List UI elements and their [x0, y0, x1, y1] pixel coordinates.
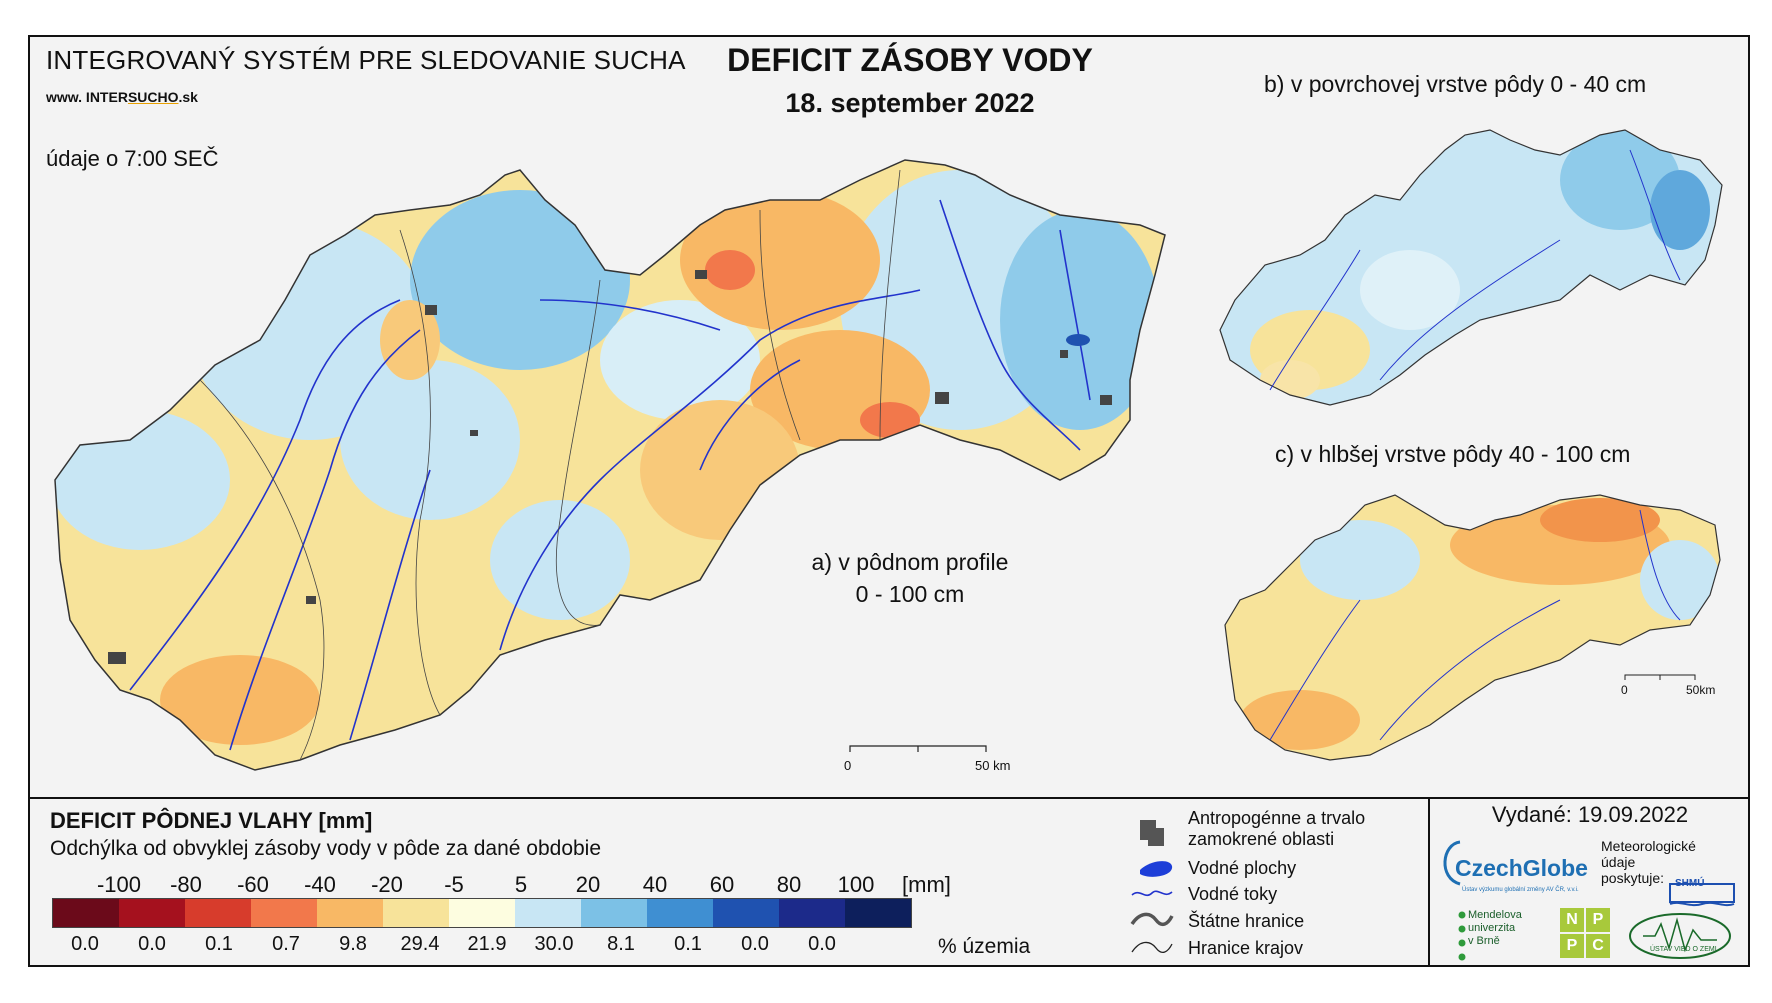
legend-tick-label: -40	[304, 872, 336, 897]
scale-c-end: 50km	[1686, 683, 1716, 697]
legend-divider	[28, 797, 1748, 799]
time-note: údaje o 7:00 SEČ	[46, 146, 219, 171]
symbol-label-rivers: Vodné toky	[1188, 884, 1278, 904]
map-a-urban-areas	[108, 270, 1112, 664]
map-a-water-body	[1066, 334, 1090, 346]
mendel-logo-icon	[1458, 911, 1466, 961]
legend-percent-value: 0.0	[808, 933, 836, 955]
legend-symbols	[1130, 820, 1174, 954]
color-ramp-swatch	[53, 899, 119, 927]
color-ramp-swatch	[317, 899, 383, 927]
legend-percent-value: 21.9	[467, 933, 507, 955]
uvz-logo-icon	[1629, 913, 1731, 959]
scale-a-end: 50 km	[975, 758, 1011, 773]
shmu-logo-icon	[1669, 883, 1735, 907]
color-ramp-swatch	[185, 899, 251, 927]
legend-subtitle: Odchýlka od obvyklej zásoby vody v pôde …	[50, 837, 602, 860]
meteo-provider-note: Meteorologické údaje poskytuje:	[1601, 838, 1696, 886]
color-ramp-swatch	[449, 899, 515, 927]
system-title: INTEGROVANÝ SYSTÉM PRE SLEDOVANIE SUCHA	[46, 45, 686, 75]
percent-unit: % územia	[938, 935, 1031, 958]
nppc-logo: N P P C	[1560, 908, 1610, 958]
map-date: 18. september 2022	[785, 88, 1035, 118]
symbol-label-water-bodies: Vodné plochy	[1188, 858, 1297, 878]
color-ramp-swatch	[383, 899, 449, 927]
legend-tick-label: 5	[514, 872, 528, 897]
mendel-logo: Mendelova univerzita v Brně	[1468, 909, 1522, 947]
legend-tick-label: -80	[170, 872, 202, 897]
color-ramp-swatch	[581, 899, 647, 927]
legend-percent-value: 9.8	[339, 933, 367, 955]
uvz-logo: ÚSTAV VIED O ZEMI	[1650, 946, 1717, 953]
scale-a-zero: 0	[844, 758, 852, 773]
color-ramp-swatch	[119, 899, 185, 927]
legend-percent-value: 0.0	[138, 933, 166, 955]
legend-tick-label: -5	[444, 872, 464, 897]
legend-tick-label: 80	[776, 872, 802, 897]
symbol-label-region-border: Hranice krajov	[1188, 938, 1304, 958]
color-ramp-swatch	[251, 899, 317, 927]
czechglobe-logo-icon	[1443, 840, 1461, 886]
map-a-region-borders	[199, 169, 901, 761]
legend-tick-label: -100	[96, 872, 142, 897]
map-a-scale-bar	[849, 745, 987, 752]
legend-title: DEFICIT PÔDNEJ VLAHY [mm]	[50, 808, 373, 833]
page-title: DEFICIT ZÁSOBY VODY	[727, 42, 1093, 78]
website-url[interactable]: www. INTERSUCHO.sk	[46, 89, 198, 105]
color-ramp-swatch	[713, 899, 779, 927]
symbol-label-state-border: Štátne hranice	[1188, 911, 1305, 931]
czechglobe-subtitle: Ústav výzkumu globální změny AV ČR, v.v.…	[1462, 887, 1579, 893]
map-c-label: c) v hlbšej vrstve pôdy 40 - 100 cm	[1275, 441, 1631, 467]
legend-percent-value: 0.0	[71, 933, 99, 955]
map-a-label: a) v pôdnom profile 0 - 100 cm	[811, 549, 1009, 607]
legend-tick-label: 100	[837, 872, 875, 897]
legend-percent-value: 0.7	[272, 933, 300, 955]
legend-unit: [mm]	[902, 872, 951, 897]
legend-tick-label: -20	[371, 872, 403, 897]
legend-tick-label: -60	[237, 872, 269, 897]
color-ramp-swatch	[845, 899, 911, 927]
czechglobe-logo: CzechGlobe	[1455, 855, 1588, 881]
legend-percent-value: 0.0	[741, 933, 769, 955]
scale-c-zero: 0	[1621, 683, 1628, 697]
map-a-rivers	[129, 199, 1091, 751]
color-ramp-swatch	[779, 899, 845, 927]
legend-tick-label: 20	[575, 872, 601, 897]
legend-tick-label: 60	[709, 872, 735, 897]
issued-date: Vydané: 19.09.2022	[1491, 802, 1689, 827]
footer-divider	[1428, 797, 1430, 965]
map-c-scale-bar	[1624, 674, 1696, 680]
legend-percent-value: 0.1	[205, 933, 233, 955]
legend-percent-value: 29.4	[400, 933, 440, 955]
color-ramp	[52, 898, 912, 928]
legend-percent-value: 0.1	[674, 933, 702, 955]
color-ramp-swatch	[515, 899, 581, 927]
legend-percent-value: 8.1	[607, 933, 635, 955]
symbol-label-anthro: Antropogénne a trvalo zamokrené oblasti	[1188, 808, 1366, 849]
legend-tick-label: 40	[642, 872, 668, 897]
legend-percent-value: 30.0	[534, 933, 574, 955]
map-b-label: b) v povrchovej vrstve pôdy 0 - 40 cm	[1264, 71, 1647, 97]
color-ramp-swatch	[647, 899, 713, 927]
